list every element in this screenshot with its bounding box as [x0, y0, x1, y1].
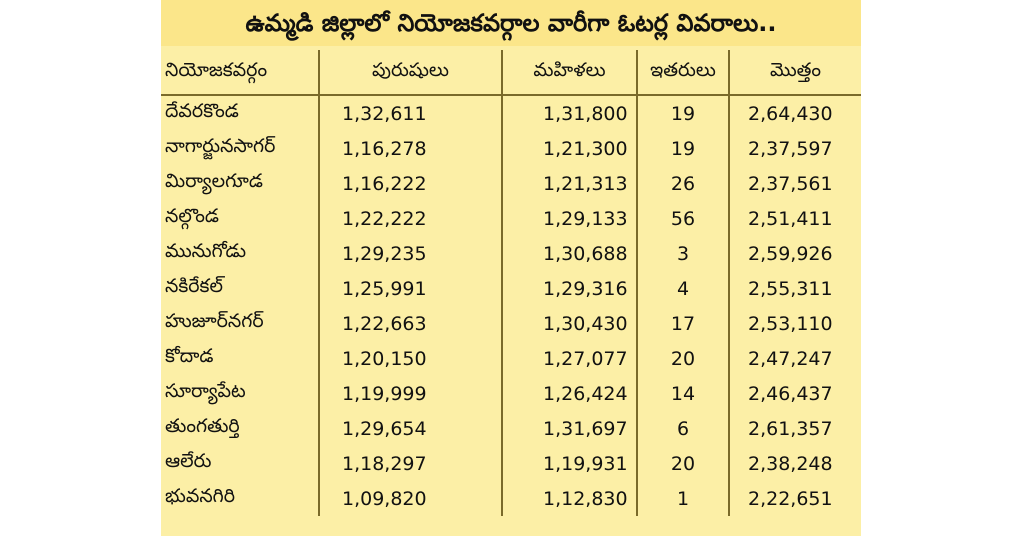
- men-cell: 1,22,663: [318, 306, 502, 341]
- constituency-cell: తుంగతుర్తి: [165, 415, 240, 437]
- table-row: నకిరేకల్ 1,25,991 1,29,316 4 2,55,311: [161, 271, 861, 306]
- women-cell: 1,31,800: [501, 95, 637, 131]
- men-cell: 1,22,222: [318, 201, 502, 236]
- women-cell: 1,21,300: [501, 131, 637, 166]
- men-cell: 1,16,278: [318, 131, 502, 166]
- total-cell: 2,22,651: [728, 481, 861, 516]
- others-cell: 56: [636, 201, 729, 236]
- women-cell: 1,29,133: [501, 201, 637, 236]
- women-cell: 1,27,077: [501, 341, 637, 376]
- men-cell: 1,29,235: [318, 236, 502, 271]
- constituency-cell: మిర్యాలగూడ: [165, 170, 263, 192]
- men-cell: 1,25,991: [318, 271, 502, 306]
- total-cell: 2,47,247: [728, 341, 861, 376]
- voters-table: నియోజకవర్గం పురుషులు మహిళలు ఇతరులు మొత్త…: [161, 50, 861, 516]
- others-cell: 20: [636, 341, 729, 376]
- men-cell: 1,16,222: [318, 166, 502, 201]
- women-cell: 1,19,931: [501, 446, 637, 481]
- total-cell: 2,59,926: [728, 236, 861, 271]
- total-cell: 2,46,437: [728, 376, 861, 411]
- others-cell: 19: [636, 131, 729, 166]
- column-header-total: మొత్తం: [728, 50, 861, 96]
- others-cell: 20: [636, 446, 729, 481]
- table-row: మునుగోడు 1,29,235 1,30,688 3 2,59,926: [161, 236, 861, 271]
- total-cell: 2,51,411: [728, 201, 861, 236]
- table-title: ఉమ్మడి జిల్లాలో నియోజకవర్గాల వారీగా ఓటర్…: [161, 0, 861, 46]
- others-cell: 4: [636, 271, 729, 306]
- others-cell: 19: [636, 95, 729, 131]
- header-row: నియోజకవర్గం పురుషులు మహిళలు ఇతరులు మొత్త…: [161, 50, 861, 96]
- others-cell: 14: [636, 376, 729, 411]
- women-cell: 1,26,424: [501, 376, 637, 411]
- table-row: భువనగిరి 1,09,820 1,12,830 1 2,22,651: [161, 481, 861, 516]
- women-cell: 1,12,830: [501, 481, 637, 516]
- total-cell: 2,61,357: [728, 411, 861, 446]
- women-cell: 1,31,697: [501, 411, 637, 446]
- others-cell: 1: [636, 481, 729, 516]
- table-row: సూర్యాపేట 1,19,999 1,26,424 14 2,46,437: [161, 376, 861, 411]
- men-cell: 1,20,150: [318, 341, 502, 376]
- table-row: మిర్యాలగూడ 1,16,222 1,21,313 26 2,37,561: [161, 166, 861, 201]
- table-row: ఆలేరు 1,18,297 1,19,931 20 2,38,248: [161, 446, 861, 481]
- constituency-cell: హుజూర్‌నగర్: [165, 310, 264, 332]
- constituency-cell: మునుగోడు: [165, 240, 247, 262]
- voters-table-card: ఉమ్మడి జిల్లాలో నియోజకవర్గాల వారీగా ఓటర్…: [161, 0, 861, 536]
- column-header-women: మహిళలు: [501, 50, 637, 96]
- others-cell: 6: [636, 411, 729, 446]
- men-cell: 1,18,297: [318, 446, 502, 481]
- column-header-men: పురుషులు: [318, 50, 502, 96]
- table-row: నాగార్జునసాగర్ 1,16,278 1,21,300 19 2,37…: [161, 131, 861, 166]
- total-cell: 2,37,597: [728, 131, 861, 166]
- others-cell: 26: [636, 166, 729, 201]
- women-cell: 1,30,688: [501, 236, 637, 271]
- constituency-cell: కోదాడ: [165, 345, 214, 367]
- total-cell: 2,38,248: [728, 446, 861, 481]
- men-cell: 1,09,820: [318, 481, 502, 516]
- table-row: కోదాడ 1,20,150 1,27,077 20 2,47,247: [161, 341, 861, 376]
- constituency-cell: భువనగిరి: [165, 485, 236, 507]
- constituency-cell: నకిరేకల్: [165, 275, 223, 297]
- women-cell: 1,29,316: [501, 271, 637, 306]
- others-cell: 3: [636, 236, 729, 271]
- total-cell: 2,64,430: [728, 95, 861, 131]
- table-row: దేవరకొండ 1,32,611 1,31,800 19 2,64,430: [161, 95, 861, 131]
- constituency-cell: నల్గొండ: [165, 205, 219, 227]
- total-cell: 2,55,311: [728, 271, 861, 306]
- total-cell: 2,53,110: [728, 306, 861, 341]
- constituency-cell: ఆలేరు: [165, 450, 212, 472]
- table-row: నల్గొండ 1,22,222 1,29,133 56 2,51,411: [161, 201, 861, 236]
- constituency-cell: దేవరకొండ: [165, 100, 239, 122]
- column-header-others: ఇతరులు: [636, 50, 729, 96]
- constituency-cell: నాగార్జునసాగర్: [165, 135, 276, 157]
- table-row: తుంగతుర్తి 1,29,654 1,31,697 6 2,61,357: [161, 411, 861, 446]
- women-cell: 1,21,313: [501, 166, 637, 201]
- others-cell: 17: [636, 306, 729, 341]
- table-row: హుజూర్‌నగర్ 1,22,663 1,30,430 17 2,53,11…: [161, 306, 861, 341]
- column-header-constituency: నియోజకవర్గం: [161, 50, 319, 96]
- total-cell: 2,37,561: [728, 166, 861, 201]
- women-cell: 1,30,430: [501, 306, 637, 341]
- men-cell: 1,19,999: [318, 376, 502, 411]
- constituency-cell: సూర్యాపేట: [165, 380, 246, 402]
- men-cell: 1,29,654: [318, 411, 502, 446]
- men-cell: 1,32,611: [318, 95, 502, 131]
